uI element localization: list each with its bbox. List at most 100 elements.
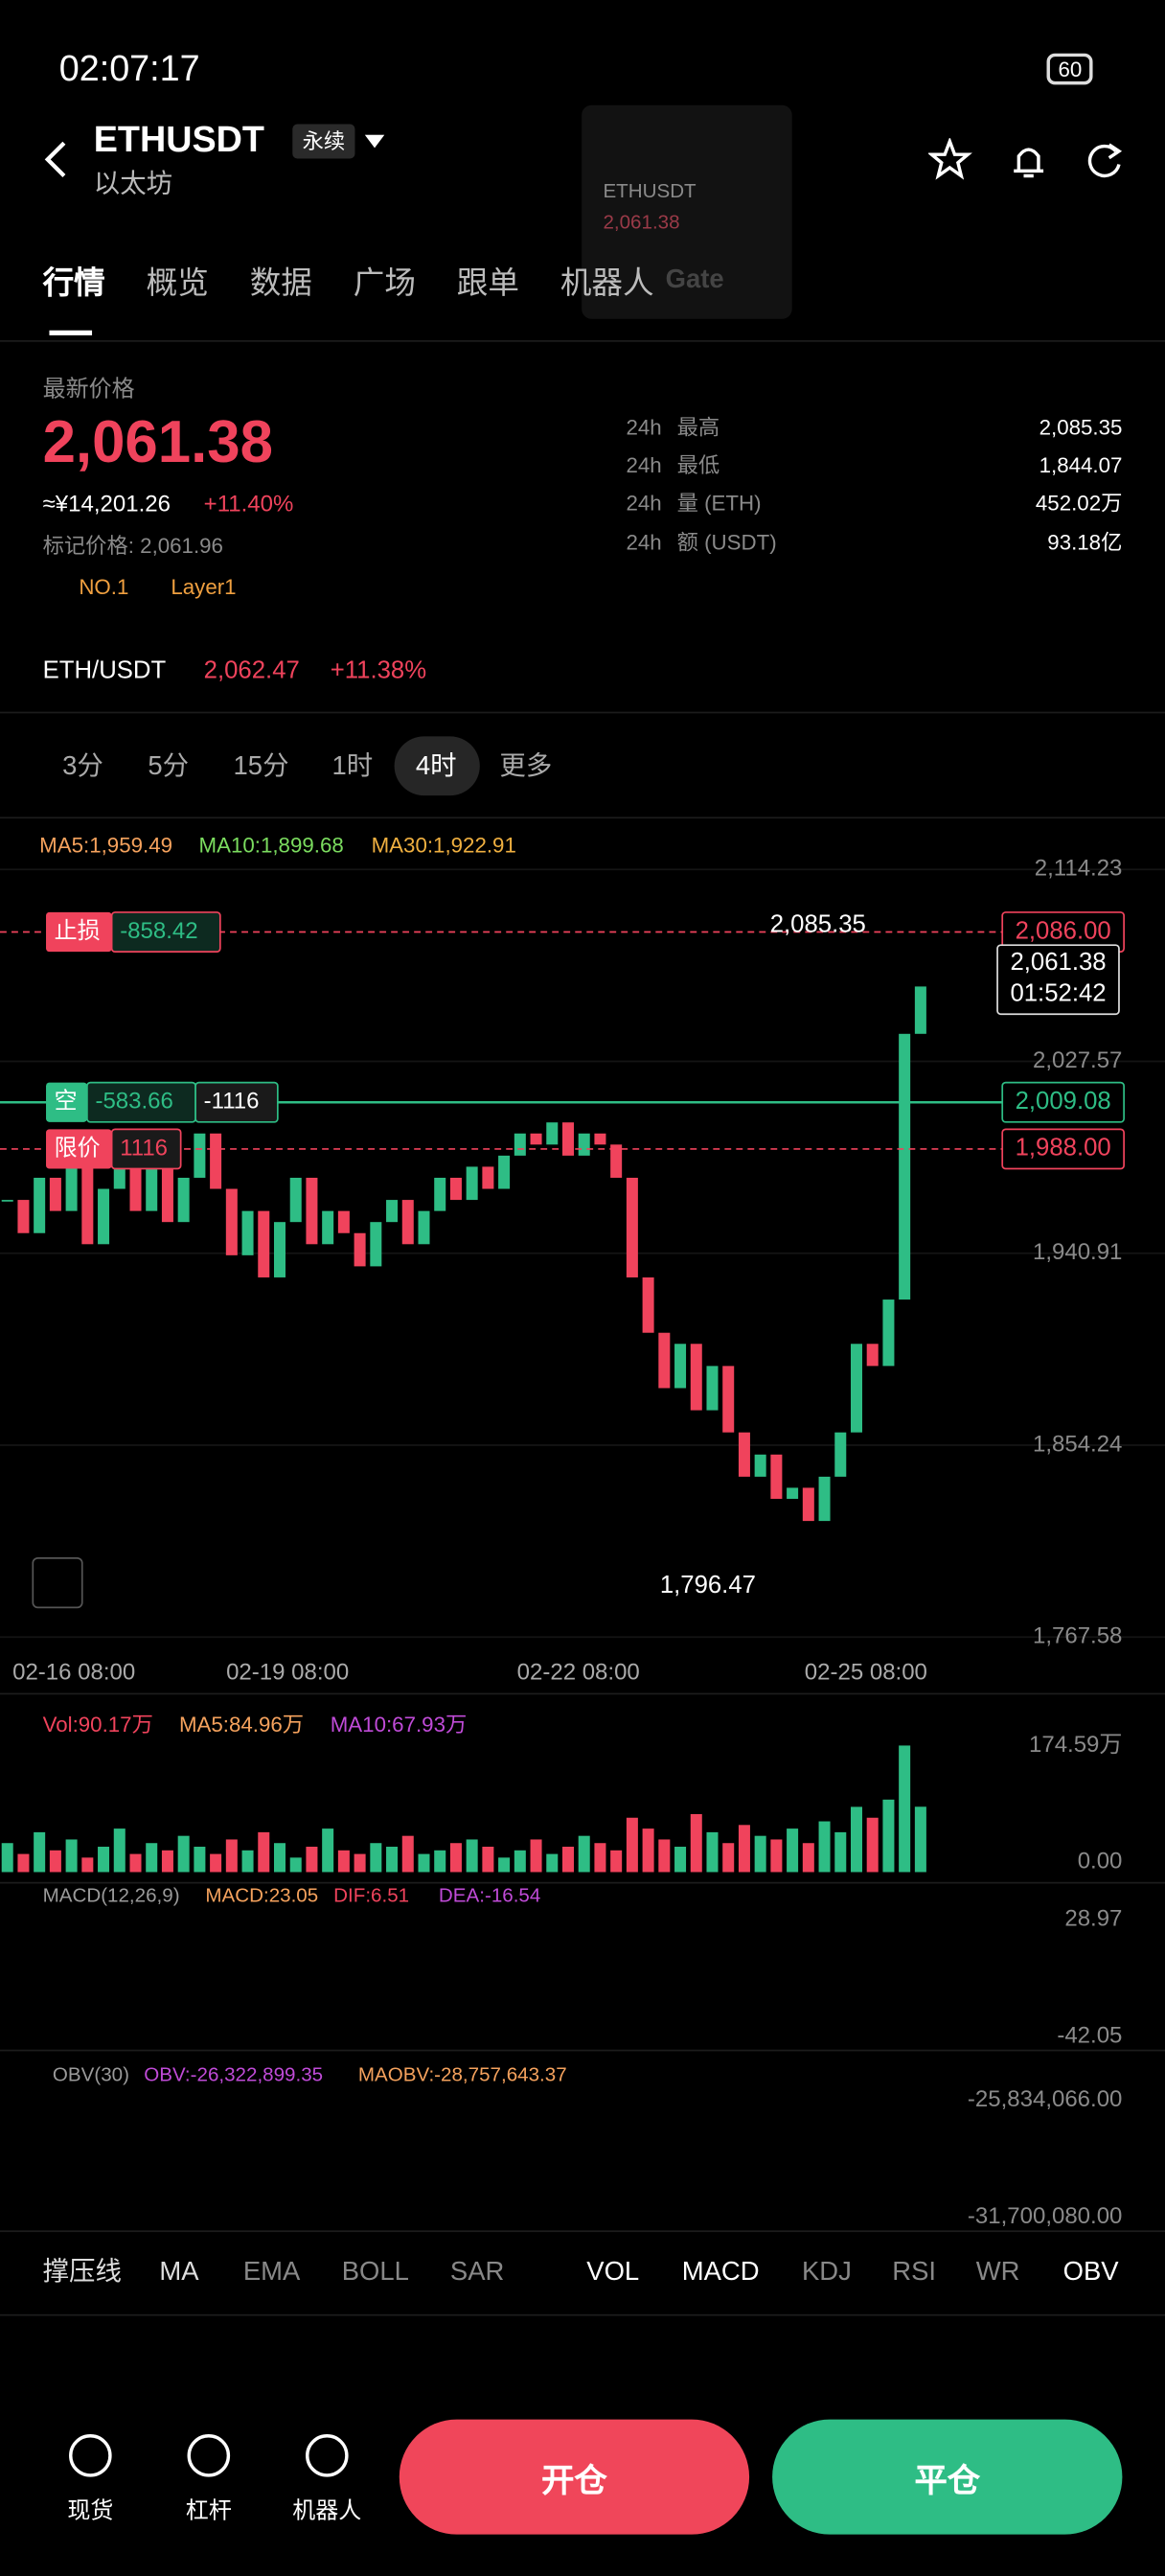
candle xyxy=(322,1210,334,1245)
candle xyxy=(370,1222,382,1267)
indicator[interactable]: WR xyxy=(975,2258,1020,2287)
candle xyxy=(258,1210,270,1277)
close-button[interactable]: 平仓 xyxy=(772,2419,1123,2535)
tab[interactable]: 行情 xyxy=(42,266,105,302)
y-tick-label: 2,027.57 xyxy=(1033,1047,1122,1073)
indicator[interactable]: EMA xyxy=(242,2258,301,2287)
volume-bar xyxy=(578,1835,590,1873)
volume-bar xyxy=(818,1821,831,1873)
divider xyxy=(0,1692,1165,1695)
interval[interactable]: 3分 xyxy=(62,752,103,781)
tab[interactable]: 数据 xyxy=(249,266,312,302)
current-price: 2,061.38 xyxy=(1010,949,1106,976)
float-brand: Gate xyxy=(665,265,724,295)
indicator[interactable]: SAR xyxy=(449,2258,505,2287)
volume-bar xyxy=(899,1745,911,1873)
interval[interactable]: 1时 xyxy=(331,752,374,781)
candle xyxy=(65,1155,78,1211)
sector-tag[interactable]: Layer1 xyxy=(171,574,237,600)
pair-name[interactable]: ETH/USDT xyxy=(42,656,167,685)
stat-label: 量 (ETH) xyxy=(676,490,762,516)
bottom-item[interactable]: 机器人 xyxy=(292,2496,362,2523)
candle xyxy=(754,1454,766,1477)
candle xyxy=(578,1133,590,1156)
indicator[interactable]: 撑压线 xyxy=(42,2258,122,2287)
candle xyxy=(273,1222,286,1277)
divider xyxy=(0,1881,1165,1884)
candle xyxy=(658,1332,671,1389)
tab[interactable]: 广场 xyxy=(353,266,416,302)
volume-bar xyxy=(466,1839,478,1873)
volume-bar xyxy=(834,1831,847,1873)
volume-bar xyxy=(354,1853,366,1873)
y-tick-label: 2,114.23 xyxy=(1035,856,1123,882)
interval[interactable]: 更多 xyxy=(499,752,553,781)
interval[interactable]: 5分 xyxy=(148,752,190,781)
stat-period: 24h xyxy=(626,490,662,516)
divider xyxy=(0,2049,1165,2052)
volume-bar xyxy=(706,1831,719,1873)
symbol: ETHUSDT xyxy=(93,118,264,160)
contract-tag[interactable]: 永续 xyxy=(292,124,355,159)
candle xyxy=(34,1177,46,1233)
interval[interactable]: 4时 xyxy=(415,752,457,781)
candle xyxy=(177,1177,190,1223)
indicator[interactable]: MACD xyxy=(681,2258,760,2287)
dropdown[interactable] xyxy=(364,134,385,149)
indicator[interactable]: KDJ xyxy=(801,2258,852,2287)
y-tick-label: 1,854.24 xyxy=(1033,1431,1122,1457)
volume-bar xyxy=(449,1843,462,1873)
order-qty-box xyxy=(194,1081,279,1123)
mark-price: 标记价格: 2,061.96 xyxy=(42,533,223,559)
interval[interactable]: 15分 xyxy=(233,752,289,781)
volume-bar xyxy=(914,1806,926,1873)
volume-bar xyxy=(418,1853,430,1873)
volume-bar xyxy=(754,1835,766,1873)
candle xyxy=(225,1188,238,1255)
volume-bar xyxy=(289,1857,302,1873)
indicator[interactable]: RSI xyxy=(892,2258,937,2287)
indicator[interactable]: OBV xyxy=(1062,2258,1119,2287)
low-label: 1,796.47 xyxy=(660,1572,756,1598)
obv-axis: -25,834,066.00 xyxy=(968,2086,1122,2112)
current-box xyxy=(996,944,1120,1016)
order-price-box xyxy=(1001,1081,1125,1123)
candle xyxy=(386,1200,399,1223)
order-pnl-box xyxy=(110,911,221,953)
cny-price: ≈¥14,201.26 xyxy=(42,490,171,517)
indicator[interactable]: VOL xyxy=(586,2258,640,2287)
stat-period: 24h xyxy=(626,530,662,555)
order-kind-box xyxy=(46,1082,87,1122)
order-kind: 止损 xyxy=(55,918,101,944)
volume-bar xyxy=(787,1828,799,1873)
tab[interactable]: 概览 xyxy=(146,266,209,302)
indicator[interactable]: BOLL xyxy=(341,2258,409,2287)
bottom-item[interactable]: 杠杆 xyxy=(185,2496,232,2523)
header-icons[interactable] xyxy=(928,138,1129,181)
open-button[interactable]: 开仓 xyxy=(399,2419,750,2535)
tab[interactable]: 跟单 xyxy=(456,266,519,302)
back-button[interactable] xyxy=(39,138,72,181)
rank-tag[interactable]: NO.1 xyxy=(79,574,129,600)
volume-bar xyxy=(610,1850,623,1873)
volume-bar xyxy=(386,1847,399,1873)
candle xyxy=(594,1133,606,1145)
candle xyxy=(306,1177,318,1245)
stat-period: 24h xyxy=(626,452,662,478)
float-price: 2,061.38 xyxy=(603,210,680,234)
float-window[interactable] xyxy=(582,104,792,319)
x-tick-label: 02-16 08:00 xyxy=(12,1659,135,1685)
indicator[interactable]: MA xyxy=(159,2258,199,2287)
candle xyxy=(418,1210,430,1245)
volume-bar xyxy=(546,1853,559,1873)
bottom-item[interactable]: 现货 xyxy=(67,2496,114,2523)
stat-label: 额 (USDT) xyxy=(676,530,777,555)
volume-bar xyxy=(49,1850,61,1873)
divider xyxy=(0,816,1165,819)
order-kind: 空 xyxy=(55,1089,78,1115)
battery: 60 xyxy=(1046,53,1094,85)
ma-label: MA10:1,899.68 xyxy=(198,832,344,858)
candle xyxy=(642,1276,654,1333)
candle xyxy=(434,1177,446,1211)
tab[interactable]: 机器人 xyxy=(560,266,654,302)
